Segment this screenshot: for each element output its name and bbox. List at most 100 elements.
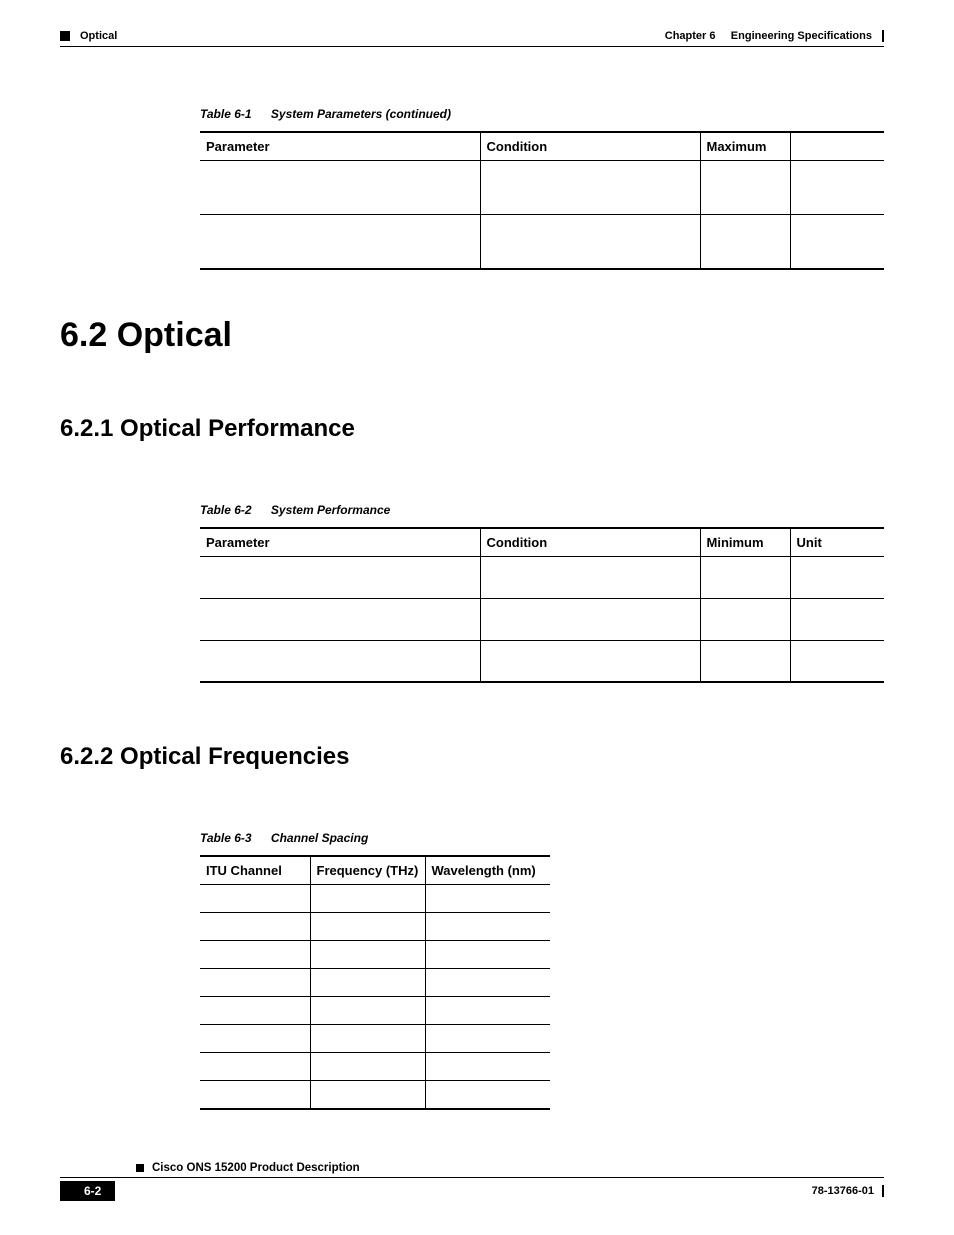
header-left: Optical	[60, 30, 117, 42]
table-cell	[310, 941, 425, 969]
footer-bar-icon	[882, 1185, 884, 1197]
table-cell	[200, 941, 310, 969]
table-cell	[480, 598, 700, 640]
footer-doc-id-group: 78-13766-01	[812, 1185, 884, 1197]
table-cell	[200, 1025, 310, 1053]
table-cell	[700, 556, 790, 598]
table-cell	[200, 1053, 310, 1081]
header-section-name: Optical	[80, 30, 117, 42]
page-footer: Cisco ONS 15200 Product Description 6-2 …	[60, 1162, 884, 1201]
heading-6-2-1: 6.2.1 Optical Performance	[60, 415, 884, 443]
table-cell	[790, 161, 884, 215]
table-cell	[480, 215, 700, 269]
page-content: Table 6-1 System Parameters (continued) …	[60, 107, 884, 1110]
table2-body	[200, 556, 884, 682]
table-cell	[310, 997, 425, 1025]
table-row	[200, 1053, 550, 1081]
table-cell	[425, 913, 550, 941]
table-row	[200, 640, 884, 682]
table-cell	[480, 161, 700, 215]
heading-6-2: 6.2 Optical	[60, 316, 884, 355]
table-cell	[425, 969, 550, 997]
table1-body	[200, 161, 884, 269]
table-cell	[200, 556, 480, 598]
table-cell	[200, 215, 480, 269]
table-cell	[790, 598, 884, 640]
table2-caption: Table 6-2 System Performance	[200, 503, 884, 517]
table-row	[200, 941, 550, 969]
header-bar-icon	[882, 30, 884, 42]
table2-caption-num: Table 6-2	[200, 503, 252, 517]
table-cell	[700, 161, 790, 215]
table2-header-row: Parameter Condition Minimum Unit	[200, 528, 884, 557]
footer-row: 6-2 78-13766-01	[60, 1181, 884, 1201]
header-rule	[60, 46, 884, 47]
table2: Parameter Condition Minimum Unit	[200, 527, 884, 684]
table1-col-blank	[790, 132, 884, 161]
table-cell	[425, 941, 550, 969]
header-right: Chapter 6 Engineering Specifications	[665, 30, 884, 42]
table-row	[200, 885, 550, 913]
table-cell	[310, 969, 425, 997]
heading-6-2-2: 6.2.2 Optical Frequencies	[60, 743, 884, 771]
table3-header-row: ITU Channel Frequency (THz) Wavelength (…	[200, 856, 550, 885]
table-cell	[790, 640, 884, 682]
table-row	[200, 598, 884, 640]
footer-doc-title-row: Cisco ONS 15200 Product Description	[60, 1162, 884, 1177]
table1-col-condition: Condition	[480, 132, 700, 161]
table-cell	[310, 913, 425, 941]
header-chapter: Chapter 6 Engineering Specifications	[665, 30, 872, 42]
table1-caption-title: System Parameters (continued)	[271, 107, 451, 121]
table-row	[200, 161, 884, 215]
table3-col-itu: ITU Channel	[200, 856, 310, 885]
table-cell	[480, 556, 700, 598]
table2-col-condition: Condition	[480, 528, 700, 557]
table2-col-unit: Unit	[790, 528, 884, 557]
table-cell	[200, 161, 480, 215]
table-row	[200, 1081, 550, 1110]
table-cell	[310, 1053, 425, 1081]
table-row	[200, 913, 550, 941]
footer-doc-title: Cisco ONS 15200 Product Description	[152, 1162, 360, 1174]
table3-caption: Table 6-3 Channel Spacing	[200, 831, 884, 845]
table-cell	[425, 1025, 550, 1053]
table2-col-parameter: Parameter	[200, 528, 480, 557]
table1: Parameter Condition Maximum	[200, 131, 884, 270]
table-cell	[200, 1081, 310, 1110]
table-cell	[425, 1081, 550, 1110]
table1-col-maximum: Maximum	[700, 132, 790, 161]
table-cell	[480, 640, 700, 682]
footer-square-icon	[136, 1164, 144, 1172]
table-cell	[700, 598, 790, 640]
table3-col-freq: Frequency (THz)	[310, 856, 425, 885]
table-cell	[425, 997, 550, 1025]
table1-col-parameter: Parameter	[200, 132, 480, 161]
table-cell	[200, 969, 310, 997]
header-square-icon	[60, 31, 70, 41]
table-row	[200, 556, 884, 598]
table3-caption-num: Table 6-3	[200, 831, 252, 845]
table3: ITU Channel Frequency (THz) Wavelength (…	[200, 855, 550, 1110]
table-cell	[310, 1081, 425, 1110]
table2-col-minimum: Minimum	[700, 528, 790, 557]
table-cell	[425, 885, 550, 913]
footer-rule	[60, 1177, 884, 1178]
table-cell	[310, 1025, 425, 1053]
table-cell	[200, 640, 480, 682]
page-header: Optical Chapter 6 Engineering Specificat…	[60, 30, 884, 42]
table1-header-row: Parameter Condition Maximum	[200, 132, 884, 161]
table1-caption: Table 6-1 System Parameters (continued)	[200, 107, 884, 121]
table-row	[200, 969, 550, 997]
footer-doc-id: 78-13766-01	[812, 1185, 874, 1197]
table3-col-wave: Wavelength (nm)	[425, 856, 550, 885]
table-cell	[700, 215, 790, 269]
header-chapter-label: Chapter 6	[665, 30, 716, 42]
table-cell	[425, 1053, 550, 1081]
table2-caption-title: System Performance	[271, 503, 390, 517]
table-row	[200, 997, 550, 1025]
table-cell	[790, 556, 884, 598]
table-cell	[200, 913, 310, 941]
table-cell	[700, 640, 790, 682]
table3-caption-title: Channel Spacing	[271, 831, 368, 845]
table-cell	[310, 885, 425, 913]
